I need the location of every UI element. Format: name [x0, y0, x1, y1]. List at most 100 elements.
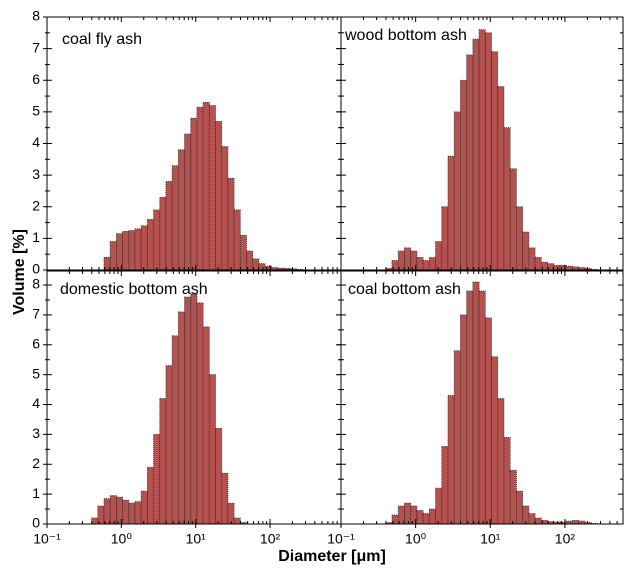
histogram-bar [484, 317, 492, 525]
histogram-bar [422, 260, 430, 271]
y-tick-label: 7 [32, 306, 40, 322]
y-tick-label: 1 [32, 485, 40, 501]
histogram-bar [472, 281, 480, 525]
histogram-bar [196, 302, 204, 525]
histogram-bar [522, 505, 530, 525]
histogram-bar [233, 517, 241, 525]
histogram-bar [435, 487, 443, 525]
panel-label: wood bottom ash [344, 27, 467, 44]
histogram-bar [466, 54, 474, 271]
histogram-bar [466, 290, 474, 525]
y-tick-label: 6 [32, 335, 40, 351]
histogram-bar [140, 225, 148, 271]
histogram-bar [109, 241, 117, 271]
x-tick-label: 10² [260, 531, 281, 547]
histogram-bar [159, 398, 167, 525]
histogram-bar [227, 177, 235, 271]
histogram-bar [97, 505, 105, 525]
histogram-bar [410, 505, 418, 525]
histogram-bar [258, 263, 266, 271]
histogram-bar [441, 445, 449, 525]
y-tick-label: 5 [32, 365, 40, 381]
y-tick-label: 2 [32, 197, 40, 213]
histogram-bar [534, 256, 542, 271]
y-tick-label: 3 [32, 166, 40, 182]
histogram-bar [428, 508, 436, 525]
histogram-bar [516, 490, 524, 525]
y-tick-label: 0 [32, 515, 40, 531]
histogram-bar [522, 231, 530, 271]
histogram-bar [184, 133, 192, 271]
histogram-bar [404, 502, 412, 525]
y-tick-label: 7 [32, 39, 40, 55]
histogram-bar [528, 247, 536, 271]
y-axis-label: Volume [%] [11, 229, 28, 315]
histogram-bar [140, 490, 148, 525]
histogram-bar [478, 29, 486, 271]
y-tick-label: 1 [32, 229, 40, 245]
histogram-bar [565, 265, 573, 271]
histogram-bar [221, 472, 229, 525]
histogram-bar [215, 428, 223, 525]
histogram-bar [116, 233, 123, 271]
histogram-bar [153, 209, 161, 271]
y-tick-label: 3 [32, 425, 40, 441]
histogram-bar [509, 469, 517, 525]
y-tick-label: 0 [32, 261, 40, 277]
histogram-bar [422, 513, 430, 525]
histogram-bar [453, 350, 461, 525]
histogram-bar [503, 436, 511, 525]
plot-frame [340, 270, 624, 525]
histogram-bar [171, 335, 179, 525]
x-tick-label: 10⁰ [405, 531, 427, 547]
histogram-bar [484, 32, 492, 271]
histogram-bar [528, 513, 536, 525]
histogram-bar [190, 117, 198, 271]
x-tick-label: 10² [555, 531, 576, 547]
histogram-bar [165, 365, 173, 525]
x-axis-label: Diameter [μm] [278, 548, 386, 565]
histogram-bar [428, 256, 436, 271]
histogram-bar [171, 165, 179, 271]
histogram-bar [208, 105, 216, 271]
histogram-bar [534, 517, 542, 525]
histogram-bar [516, 206, 524, 271]
histogram-bar [221, 146, 229, 271]
histogram-bar [227, 502, 235, 525]
histogram-bar [503, 127, 511, 271]
histogram-bar [497, 86, 505, 271]
histogram-bar [103, 498, 111, 525]
histogram-bar [91, 517, 99, 525]
histogram-bar [109, 495, 117, 525]
histogram-bar [435, 241, 443, 271]
histogram-bar [128, 230, 136, 271]
histogram-bar [491, 51, 499, 271]
histogram-bar [553, 521, 561, 525]
histogram-bar [578, 267, 586, 271]
histogram-bar [571, 520, 579, 525]
histogram-bar [491, 356, 499, 525]
histogram-bar [472, 38, 480, 271]
y-tick-label: 8 [32, 276, 40, 292]
histogram-bar [553, 264, 561, 271]
histogram-bar [134, 228, 142, 271]
histogram-bar [509, 168, 517, 271]
x-tick-label: 10¹ [480, 531, 501, 547]
histogram-bar [559, 521, 567, 525]
histogram-bar [416, 256, 424, 271]
histogram-bar [277, 267, 285, 271]
histogram-bar [177, 311, 185, 525]
histogram-bar [270, 267, 278, 271]
histogram-bar [146, 218, 154, 271]
histogram-bar [404, 247, 412, 271]
histogram-bar [159, 196, 167, 271]
histogram-bar [397, 505, 405, 525]
histogram-bar [453, 111, 461, 271]
histogram-bar [134, 501, 142, 525]
histogram-bar [146, 466, 154, 525]
y-tick-label: 5 [32, 103, 40, 119]
histogram-bar [202, 101, 210, 271]
histogram-bar [153, 433, 161, 525]
histogram-bar [547, 263, 555, 271]
